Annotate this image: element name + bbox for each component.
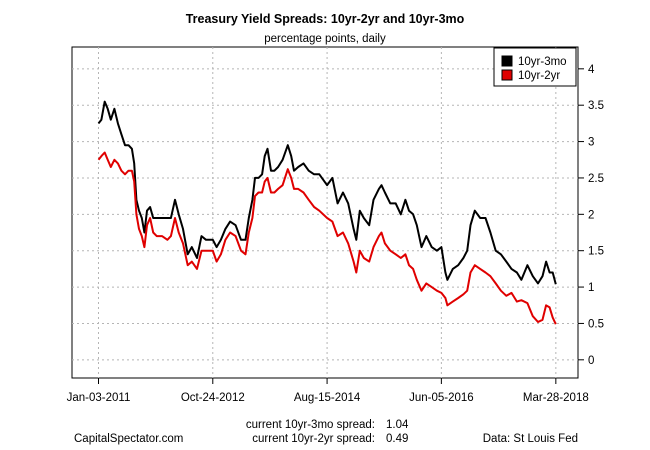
x-tick-label: Jan-03-2011: [67, 392, 131, 404]
x-tick-label: Jun-05-2016: [409, 392, 474, 404]
legend-swatch-10yr-3mo: [501, 55, 513, 67]
chart-title: Treasury Yield Spreads: 10yr-2yr and 10y…: [186, 12, 465, 26]
y-axis: 0 0.5 1 1.5 2 2.5 3 3.5 4: [578, 64, 604, 367]
y-tick-label: 2.5: [588, 173, 604, 185]
current-10yr-3mo-label: current 10yr-3mo spread:: [246, 419, 375, 431]
current-10yr-2yr-value: 0.49: [386, 433, 408, 445]
legend-label-10yr-3mo: 10yr-3mo: [518, 56, 567, 68]
source-credit: CapitalSpectator.com: [74, 433, 183, 445]
legend-label-10yr-2yr: 10yr-2yr: [518, 70, 560, 82]
y-tick-label: 3.5: [588, 100, 604, 112]
x-tick-label: Mar-28-2018: [523, 392, 589, 404]
plot-frame: [71, 46, 579, 379]
y-tick-label: 0.5: [588, 318, 604, 330]
y-tick-label: 0: [588, 355, 594, 367]
legend-swatch-10yr-2yr: [501, 69, 513, 81]
series-line-10yr-3mo: [97, 100, 557, 285]
x-axis: Jan-03-2011 Oct-24-2012 Aug-15-2014 Jun-05-…: [67, 378, 589, 404]
data-source: Data: St Louis Fed: [483, 433, 578, 445]
x-tick-label: Oct-24-2012: [181, 392, 245, 404]
grid: [72, 47, 578, 378]
y-tick-label: 3: [588, 137, 594, 149]
y-tick-label: 4: [588, 64, 595, 76]
legend: 10yr-3mo 10yr-2yr: [493, 47, 577, 87]
y-tick-label: 2: [588, 209, 594, 221]
current-10yr-2yr-label: current 10yr-2yr spread:: [252, 433, 375, 445]
current-10yr-3mo-value: 1.04: [386, 419, 409, 431]
chart-subtitle: percentage points, daily: [264, 33, 386, 45]
x-tick-label: Aug-15-2014: [294, 392, 361, 404]
series-line-10yr-2yr: [97, 151, 557, 325]
series-lines: [97, 100, 557, 325]
y-tick-label: 1.5: [588, 246, 604, 258]
y-tick-label: 1: [588, 282, 594, 294]
